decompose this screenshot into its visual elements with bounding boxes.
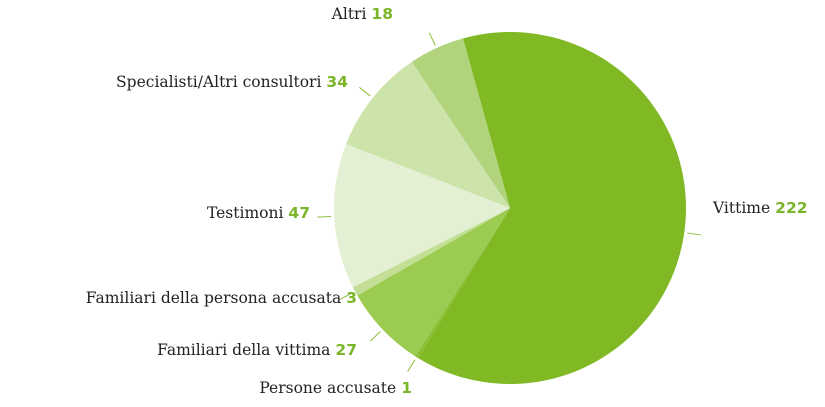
pie-slice — [411, 38, 510, 209]
pie-slice — [415, 208, 510, 358]
leader-line — [407, 359, 416, 372]
leader-line — [369, 331, 381, 342]
slice-label: Familiari della persona accusata 3 — [86, 289, 357, 307]
slice-label: Vittime 222 — [712, 199, 808, 217]
pie-slice — [417, 31, 686, 384]
slice-label: Altri 18 — [331, 5, 393, 23]
leader-line — [359, 86, 371, 97]
slice-value: 27 — [335, 341, 357, 359]
slice-value: 47 — [288, 204, 310, 222]
pie-slice — [346, 61, 510, 209]
slice-value: 222 — [775, 199, 807, 217]
slice-value: 34 — [326, 73, 348, 91]
leader-line — [317, 215, 332, 218]
pie-slice — [333, 144, 510, 288]
pie-slice — [357, 208, 510, 357]
slice-name: Testimoni — [207, 204, 283, 222]
leader-line — [339, 292, 353, 300]
leader-line — [687, 232, 702, 236]
slice-name: Vittime — [712, 199, 770, 217]
slice-name: Familiari della persona accusata — [86, 289, 341, 307]
slice-name: Altri — [331, 5, 367, 23]
slice-label: Testimoni 47 — [207, 204, 310, 222]
slice-value: 3 — [346, 289, 357, 307]
slice-value: 18 — [371, 5, 393, 23]
slice-label: Persone accusate 1 — [259, 379, 412, 397]
slice-label: Familiari della vittima 27 — [157, 341, 357, 359]
pie-slice — [352, 208, 510, 296]
slice-value: 1 — [401, 379, 412, 397]
slice-name: Persone accusate — [259, 379, 396, 397]
slice-name: Familiari della vittima — [157, 341, 330, 359]
slice-label: Specialisti/Altri consultori 34 — [116, 73, 348, 91]
slice-name: Specialisti/Altri consultori — [116, 73, 321, 91]
leader-line — [428, 32, 436, 46]
